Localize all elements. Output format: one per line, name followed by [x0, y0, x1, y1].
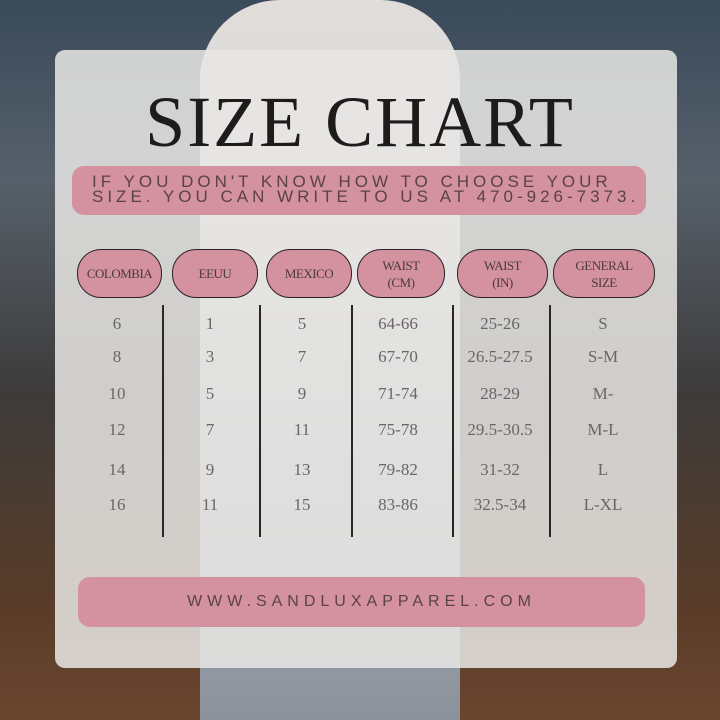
banner-line-1: IF YOU DON'T KNOW HOW TO CHOOSE YOUR — [92, 172, 612, 191]
table-cell: 31-32 — [480, 460, 520, 479]
table-cell: 26.5-27.5 — [467, 347, 533, 366]
table-cell: 79-82 — [378, 460, 418, 479]
column-divider — [351, 305, 353, 537]
header-line-2: SIZE — [591, 274, 617, 290]
table-cell: 25-26 — [480, 314, 520, 333]
header-line-1: MEXICO — [284, 266, 334, 281]
column-header: WAIST (IN) — [457, 249, 548, 298]
header-line-1: WAIST — [483, 257, 522, 273]
table-cell: 6 — [112, 314, 122, 333]
size-chart-panel — [55, 50, 677, 668]
column-divider — [452, 305, 454, 537]
column-header: COLOMBIA — [77, 249, 162, 298]
table-cell: 5 — [205, 384, 215, 403]
column-header: WAIST (CM) — [357, 249, 445, 298]
table-cell: 7 — [297, 347, 307, 366]
header-line-2: (CM) — [387, 274, 415, 290]
page-title: SIZE CHART — [145, 82, 575, 162]
table-cell: 1 — [205, 314, 215, 333]
banner-line-2: SIZE. YOU CAN WRITE TO US AT 470-926-737… — [92, 187, 640, 206]
header-line-2: (IN) — [492, 274, 513, 290]
header-line-1: GENERAL — [575, 257, 633, 273]
table-cell: 16 — [108, 495, 126, 514]
table-cell: 5 — [297, 314, 307, 333]
table-cell: 10 — [108, 384, 126, 403]
table-cell: M-L — [587, 420, 619, 439]
table-cell: 8 — [112, 347, 122, 366]
table-cell: 28-29 — [480, 384, 520, 403]
website-link[interactable]: WWW.SANDLUXAPPAREL.COM — [78, 577, 645, 627]
header-line-1: WAIST — [382, 257, 420, 273]
column-divider — [162, 305, 164, 537]
table-cell: L — [597, 460, 609, 479]
contact-banner: IF YOU DON'T KNOW HOW TO CHOOSE YOUR SIZ… — [72, 166, 646, 215]
table-cell: 9 — [205, 460, 215, 479]
table-cell: 13 — [293, 460, 311, 479]
table-cell: 14 — [108, 460, 126, 479]
column-divider — [259, 305, 261, 537]
table-cell: 3 — [205, 347, 215, 366]
column-header: EEUU — [172, 249, 258, 298]
column-header: GENERAL SIZE — [553, 249, 655, 298]
table-cell: 32.5-34 — [473, 495, 527, 514]
header-line-1: EEUU — [198, 266, 232, 281]
table-cell: 67-70 — [378, 347, 418, 366]
table-cell: 15 — [293, 495, 311, 514]
table-cell: 75-78 — [378, 420, 418, 439]
table-cell: S-M — [587, 347, 619, 366]
column-divider — [549, 305, 551, 537]
table-cell: 29.5-30.5 — [467, 420, 533, 439]
table-cell: 64-66 — [378, 314, 418, 333]
table-cell: 7 — [205, 420, 215, 439]
table-cell: L-XL — [583, 495, 623, 514]
table-cell: 12 — [108, 420, 126, 439]
table-cell: M- — [592, 384, 614, 403]
column-header: MEXICO — [266, 249, 352, 298]
table-cell: 71-74 — [378, 384, 418, 403]
table-cell: 11 — [201, 495, 219, 514]
table-cell: S — [598, 314, 608, 333]
table-cell: 9 — [297, 384, 307, 403]
header-line-1: COLOMBIA — [86, 266, 153, 281]
table-cell: 83-86 — [378, 495, 418, 514]
table-cell: 11 — [293, 420, 311, 439]
